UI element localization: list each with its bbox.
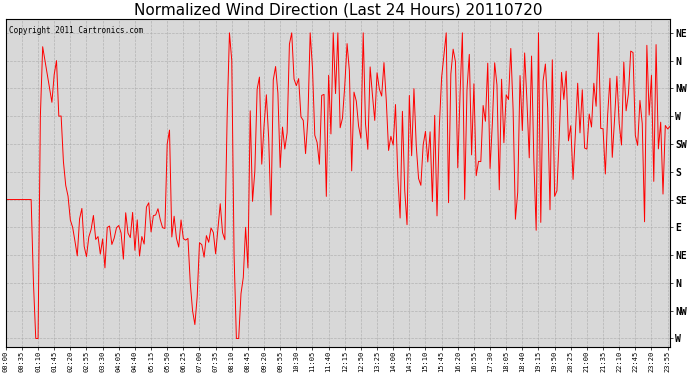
Title: Normalized Wind Direction (Last 24 Hours) 20110720: Normalized Wind Direction (Last 24 Hours…	[134, 3, 542, 18]
Text: Copyright 2011 Cartronics.com: Copyright 2011 Cartronics.com	[9, 26, 144, 34]
